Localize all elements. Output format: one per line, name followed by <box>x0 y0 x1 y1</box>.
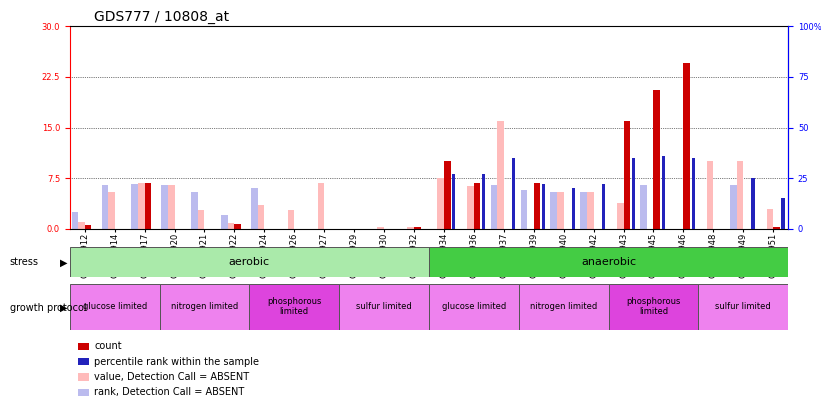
Bar <box>572 188 576 229</box>
Bar <box>542 184 545 229</box>
Bar <box>70 247 429 277</box>
Bar <box>654 90 660 229</box>
Bar <box>474 183 480 229</box>
Bar <box>251 188 258 229</box>
Bar <box>191 192 198 229</box>
Text: nitrogen limited: nitrogen limited <box>171 302 238 311</box>
Text: count: count <box>94 341 122 351</box>
Text: rank, Detection Call = ABSENT: rank, Detection Call = ABSENT <box>94 388 245 397</box>
Bar <box>623 121 631 229</box>
Text: sulfur limited: sulfur limited <box>715 302 771 311</box>
Text: ▶: ▶ <box>60 303 67 313</box>
Bar <box>662 156 665 229</box>
Bar <box>378 227 384 229</box>
Bar <box>521 190 527 229</box>
Bar <box>519 284 608 330</box>
Bar <box>640 185 647 229</box>
Bar <box>551 192 557 229</box>
Bar <box>221 215 228 229</box>
Bar <box>162 185 168 229</box>
Bar <box>70 284 159 330</box>
Bar <box>512 158 516 229</box>
Bar <box>235 224 241 229</box>
Bar <box>730 185 736 229</box>
Bar <box>407 227 414 229</box>
Bar <box>339 284 429 330</box>
Bar <box>782 198 785 229</box>
Bar <box>138 183 144 229</box>
Bar <box>414 228 420 229</box>
Text: GDS777 / 10808_at: GDS777 / 10808_at <box>94 10 230 24</box>
Bar <box>691 158 695 229</box>
Text: nitrogen limited: nitrogen limited <box>530 302 598 311</box>
Bar <box>287 210 294 229</box>
Text: glucose limited: glucose limited <box>442 302 506 311</box>
Bar <box>444 161 451 229</box>
Text: anaerobic: anaerobic <box>581 257 636 267</box>
Bar <box>131 183 138 229</box>
Bar <box>228 224 235 229</box>
Bar <box>168 185 175 229</box>
Bar <box>767 209 773 229</box>
Bar <box>452 174 456 229</box>
Bar <box>602 184 605 229</box>
Bar <box>683 64 690 229</box>
Bar <box>85 226 91 229</box>
Bar <box>78 222 85 229</box>
Bar <box>751 178 754 229</box>
Bar <box>707 161 713 229</box>
Bar <box>491 185 498 229</box>
Bar <box>159 284 250 330</box>
Text: aerobic: aerobic <box>229 257 270 267</box>
Bar <box>250 284 339 330</box>
Text: phosphorous
limited: phosphorous limited <box>626 297 681 316</box>
Bar <box>467 186 474 229</box>
Text: percentile rank within the sample: percentile rank within the sample <box>94 357 259 367</box>
Bar <box>71 212 78 229</box>
Bar <box>632 158 635 229</box>
Bar <box>498 121 504 229</box>
Bar <box>617 203 623 229</box>
Text: ▶: ▶ <box>60 258 67 267</box>
Bar <box>557 192 564 229</box>
Bar <box>580 192 587 229</box>
Bar <box>534 183 540 229</box>
Bar <box>608 284 699 330</box>
Bar <box>144 183 151 229</box>
Bar <box>258 205 264 229</box>
Bar <box>108 192 115 229</box>
Bar <box>587 192 594 229</box>
Bar <box>438 178 444 229</box>
Bar <box>318 183 324 229</box>
Text: sulfur limited: sulfur limited <box>356 302 412 311</box>
Text: phosphorous
limited: phosphorous limited <box>267 297 322 316</box>
Bar <box>699 284 788 330</box>
Bar <box>429 247 788 277</box>
Text: stress: stress <box>10 258 39 267</box>
Text: growth protocol: growth protocol <box>10 303 86 313</box>
Bar <box>773 227 780 229</box>
Bar <box>736 161 743 229</box>
Bar <box>429 284 519 330</box>
Bar <box>198 210 204 229</box>
Text: value, Detection Call = ABSENT: value, Detection Call = ABSENT <box>94 372 250 382</box>
Bar <box>102 185 108 229</box>
Bar <box>482 174 485 229</box>
Text: glucose limited: glucose limited <box>83 302 147 311</box>
